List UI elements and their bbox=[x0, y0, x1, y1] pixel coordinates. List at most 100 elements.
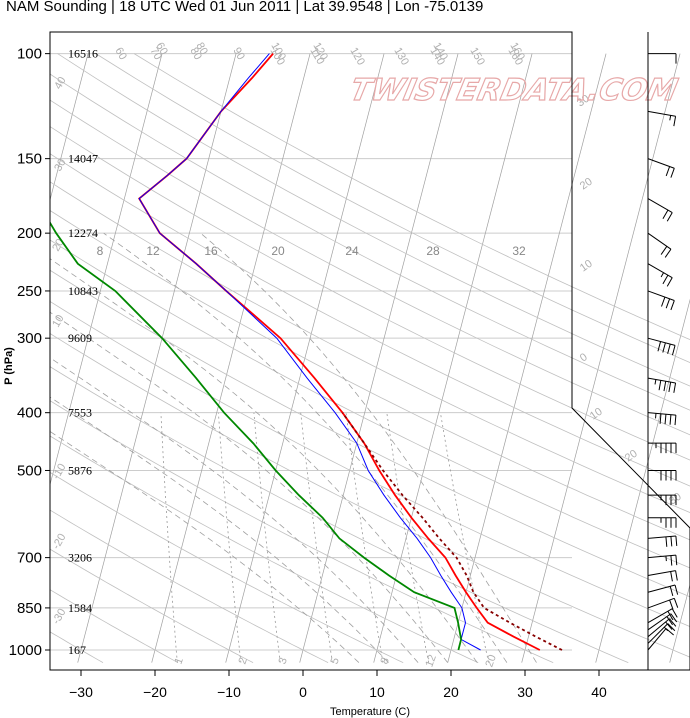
wind-barb bbox=[647, 158, 675, 178]
mixing-ratio-label: 20 bbox=[483, 653, 498, 669]
dry-adiabat bbox=[50, 400, 554, 663]
barb-flag bbox=[669, 618, 677, 627]
height-label: 9609 bbox=[68, 331, 92, 345]
isotherm-lines bbox=[50, 53, 690, 663]
barb-flag bbox=[674, 584, 679, 595]
chart-title: NAM Sounding | 18 UTC Wed 01 Jun 2011 | … bbox=[6, 0, 484, 15]
barb-flag bbox=[667, 343, 671, 354]
barb-flag bbox=[659, 413, 662, 424]
mixing-ratio-line bbox=[253, 412, 281, 663]
height-label: 7553 bbox=[68, 406, 92, 420]
dry-adiabat bbox=[50, 73, 690, 411]
mixing-ratio-label: 2 bbox=[236, 656, 249, 666]
dry-adiabat bbox=[50, 181, 690, 513]
barb-flag bbox=[664, 414, 667, 425]
mixing-ratio-label: 3 bbox=[276, 656, 289, 666]
moist-adiabat-label: 28 bbox=[426, 244, 440, 258]
barb-flag bbox=[670, 300, 675, 311]
temperature-line bbox=[138, 53, 541, 651]
height-label: 14047 bbox=[68, 152, 98, 166]
hodo-scale-label: 0 bbox=[578, 351, 590, 364]
barb-flag bbox=[675, 570, 678, 581]
isotherm-label: -20 bbox=[50, 532, 68, 552]
barb-flag bbox=[665, 536, 668, 547]
wind-barb bbox=[647, 535, 678, 547]
dry-adiabats bbox=[50, 53, 690, 663]
isotherm-label: 30 bbox=[52, 157, 69, 174]
wind-barb bbox=[647, 412, 677, 426]
wind-barb bbox=[647, 290, 675, 311]
isotherm-label: 80 bbox=[187, 46, 204, 63]
temp-tick-label: 0 bbox=[299, 684, 307, 700]
wind-barb bbox=[647, 232, 672, 258]
height-label: 5876 bbox=[68, 463, 92, 477]
barb-shaft bbox=[647, 337, 676, 346]
barb-flag bbox=[666, 212, 673, 222]
wind-barb bbox=[647, 377, 677, 393]
skewed-isotherm bbox=[299, 53, 459, 663]
barb-flag bbox=[670, 613, 678, 623]
barb-flag bbox=[660, 246, 668, 255]
isobar-lines bbox=[50, 53, 572, 651]
height-label: 1584 bbox=[68, 601, 92, 615]
height-label: 167 bbox=[68, 643, 86, 657]
mixing-ratio-line bbox=[345, 412, 384, 663]
dry-adiabat bbox=[50, 126, 690, 461]
wind-barb bbox=[648, 53, 677, 64]
wind-barb bbox=[647, 618, 677, 638]
dry-adiabat bbox=[50, 509, 329, 663]
barb-flag bbox=[669, 414, 672, 425]
barb-flag bbox=[675, 535, 678, 546]
moist-adiabat-label: 32 bbox=[512, 244, 526, 258]
height-label: 12274 bbox=[68, 226, 98, 240]
moist-adiabat-label: 20 bbox=[271, 244, 285, 258]
dry-adiabat-label: 60 bbox=[153, 41, 170, 58]
height-label: 10843 bbox=[68, 284, 98, 298]
pressure-tick-label: 300 bbox=[17, 330, 42, 347]
barb-half-flag bbox=[669, 115, 672, 121]
skewed-isotherm bbox=[50, 53, 89, 202]
skewed-isotherm bbox=[77, 53, 237, 663]
barb-flag bbox=[670, 168, 675, 178]
barb-flag bbox=[666, 277, 673, 287]
barb-shaft bbox=[647, 570, 676, 576]
pressure-tick-label: 100 bbox=[17, 46, 42, 63]
pressure-tick-label: 400 bbox=[17, 405, 42, 422]
isotherm-label: 90 bbox=[230, 46, 247, 63]
temp-tick-label: −10 bbox=[217, 684, 241, 700]
dry-adiabat bbox=[50, 548, 254, 663]
barb-flag bbox=[670, 536, 673, 547]
dry-adiabat bbox=[50, 589, 179, 663]
wind-barb bbox=[647, 570, 678, 582]
barb-shaft bbox=[647, 584, 676, 593]
mixing-ratio-line bbox=[218, 412, 242, 663]
barb-half-flag bbox=[663, 626, 669, 632]
barb-flag bbox=[674, 415, 677, 426]
dewpoint-line bbox=[50, 221, 463, 651]
mixing-ratio-label: 12 bbox=[423, 653, 438, 669]
height-label: 3206 bbox=[68, 551, 92, 565]
dry-adiabat bbox=[50, 471, 404, 663]
barb-flag bbox=[673, 382, 677, 393]
barb-shaft bbox=[647, 198, 673, 214]
y-axis-label: P (hPa) bbox=[3, 347, 15, 385]
dry-adiabat bbox=[57, 53, 690, 387]
wind-barb bbox=[648, 442, 677, 454]
temp-tick-label: 40 bbox=[591, 684, 607, 700]
moist-adiabat bbox=[103, 232, 508, 663]
pressure-tick-label: 700 bbox=[17, 550, 42, 567]
barb-flag bbox=[666, 616, 673, 626]
pressure-tick-label: 250 bbox=[17, 283, 42, 300]
moist-adiabat-label: 16 bbox=[204, 244, 218, 258]
barb-shaft bbox=[647, 263, 673, 279]
dry-adiabat bbox=[50, 366, 629, 663]
wind-barb bbox=[647, 613, 678, 631]
barb-half-flag bbox=[660, 272, 665, 278]
isotherm-label: 120 bbox=[347, 46, 367, 68]
isotherm-label: 70 bbox=[147, 46, 164, 63]
wind-barb bbox=[648, 517, 677, 528]
barb-flag bbox=[670, 555, 673, 566]
barb-shaft bbox=[647, 158, 675, 169]
temp-tick-label: 10 bbox=[369, 684, 385, 700]
